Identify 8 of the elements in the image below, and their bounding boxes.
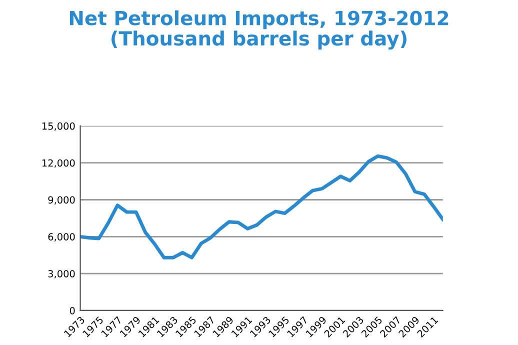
line-series	[80, 154, 443, 260]
y-tick-label: 6,000	[48, 233, 75, 242]
y-tick-label: 9,000	[48, 196, 75, 205]
y-tick-label: 15,000	[42, 122, 75, 131]
y-tick-label: 0	[70, 306, 75, 314]
chart-title: Net Petroleum Imports, 1973-2012 (Thousand barrels per day)	[70, 10, 448, 50]
y-tick-label: 12,000	[42, 159, 75, 168]
y-tick-label: 3,000	[48, 270, 75, 278]
